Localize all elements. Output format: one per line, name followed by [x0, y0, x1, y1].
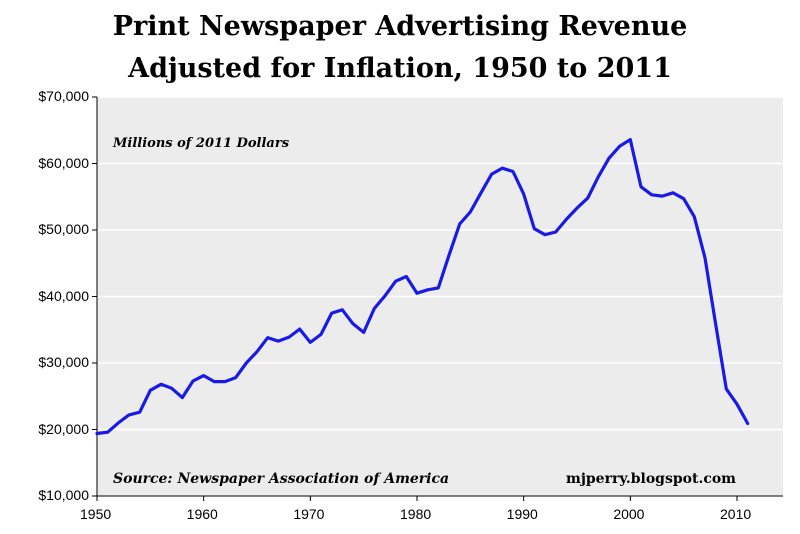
y-tick-label-6: $70,000	[38, 88, 89, 104]
chart-subtitle: Adjusted for Inflation, 1950 to 2011	[128, 53, 672, 84]
x-tick-label-6: 2010	[720, 506, 752, 522]
y-tick-label-3: $40,000	[38, 287, 89, 304]
chart-title: Print Newspaper Advertising Revenue	[112, 11, 688, 42]
x-tick-label-3: 1980	[400, 506, 432, 522]
y-tick-label-0: $10,000	[38, 487, 89, 503]
credit-note: mjperry.blogspot.com	[566, 471, 736, 487]
x-tick-label-4: 1990	[506, 506, 538, 522]
units-note: Millions of 2011 Dollars	[113, 136, 290, 151]
y-tick-label-5: $60,000	[38, 154, 89, 171]
y-tick-label-4: $50,000	[38, 221, 89, 237]
x-tick-label-5: 2000	[613, 506, 645, 522]
source-note: Source: Newspaper Association of America	[113, 471, 450, 487]
y-tick-label-2: $30,000	[38, 354, 89, 370]
x-tick-label-0: 1950	[80, 506, 112, 522]
y-tick-label-1: $20,000	[38, 420, 89, 437]
x-tick-label-1: 1960	[186, 506, 218, 522]
series-line	[95, 138, 750, 436]
x-tick-label-2: 1970	[293, 506, 325, 522]
